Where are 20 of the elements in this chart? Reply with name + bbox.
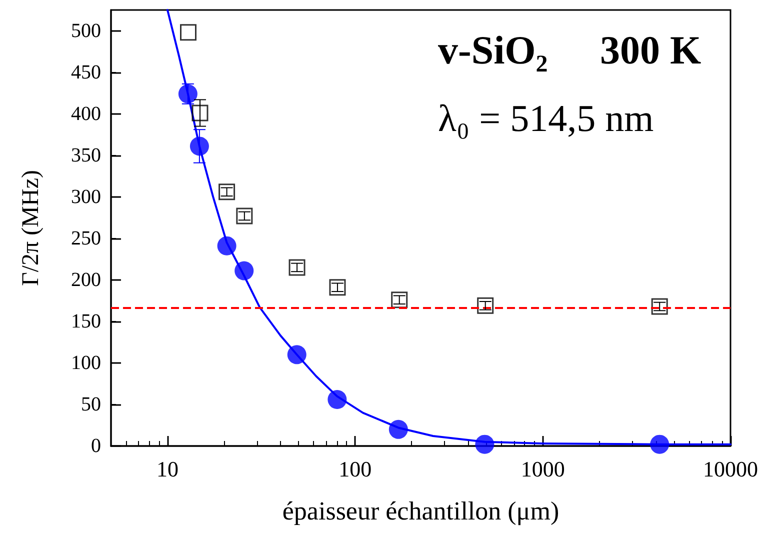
y-tick-label: 200	[71, 268, 101, 291]
y-tick-label: 150	[71, 310, 101, 332]
y-tick-label: 500	[71, 20, 101, 42]
x-tick-label: 100	[338, 456, 372, 482]
x-tick-label: 1000	[520, 456, 565, 482]
annotation: λ₀ = 514,5 nm	[438, 98, 654, 140]
x-tick-label: 10	[156, 456, 178, 482]
y-tick-label: 100	[71, 352, 101, 374]
y-tick-label: 0	[91, 435, 101, 457]
y-tick-label: 250	[71, 227, 101, 250]
y-tick-label: 450	[71, 61, 101, 84]
x-tick-label: 10000	[703, 456, 758, 482]
annotation: 300 K	[600, 28, 702, 72]
y-tick-label: 350	[71, 144, 101, 166]
y-tick-label: 300	[71, 186, 101, 208]
annotation: v-SiO₂	[438, 28, 548, 72]
x-axis-title: épaisseur échantillon (μm)	[282, 496, 560, 526]
y-tick-label: 400	[71, 102, 101, 125]
y-tick-label: 50	[81, 393, 101, 416]
y-axis-title: Γ/2π (MHz)	[18, 170, 44, 286]
